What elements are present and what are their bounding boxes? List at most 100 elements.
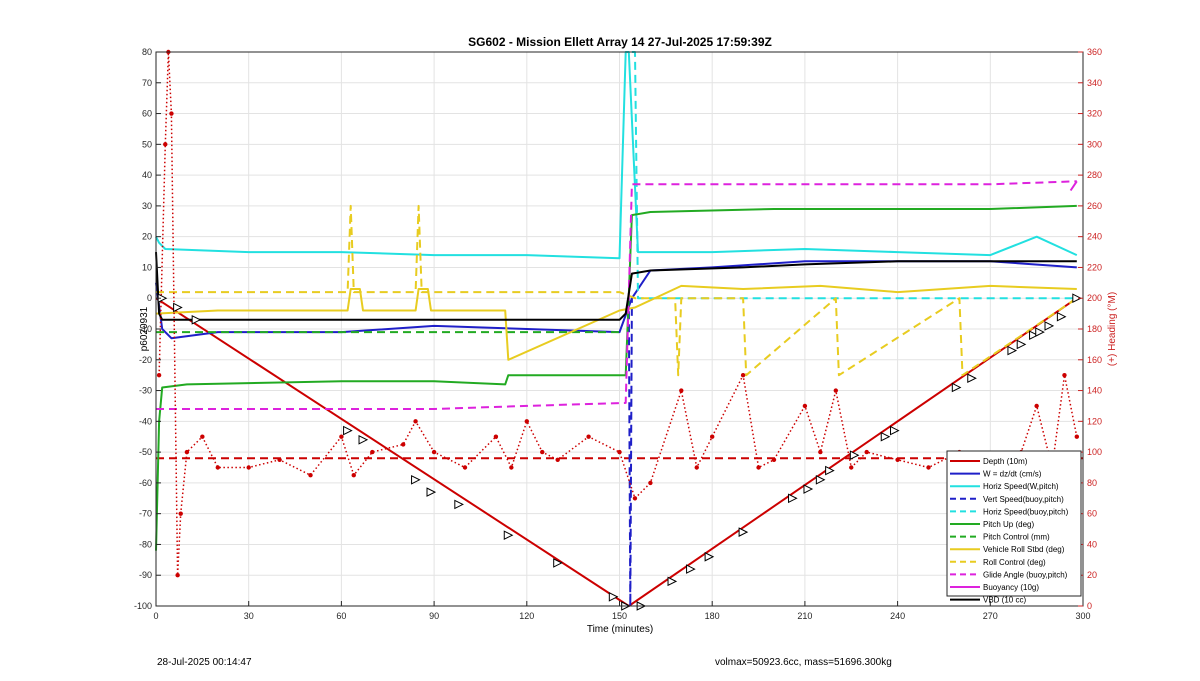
depth-marker [173,302,183,313]
y-tick-label: -20 [139,355,152,365]
depth-marker [1029,330,1039,340]
depth-marker [951,382,962,393]
y2-tick-label: 240 [1087,232,1102,242]
series-line-10 [1069,180,1078,192]
series-line-8 [156,204,1078,377]
x-tick-label: 90 [429,611,439,621]
x-axis-ticks: 0 30 60 90 120 150 180 210 240 270 300 [153,601,1091,621]
depth-marker [704,551,715,562]
depth-marker [738,527,749,537]
y2-tick-label: 140 [1087,386,1102,396]
heading-point [175,573,180,578]
y-tick-label: 10 [142,262,152,272]
heading-point [632,496,638,501]
y2-tick-label: 200 [1087,293,1102,303]
x-tick-label: 300 [1075,611,1090,621]
depth-marker [788,493,798,504]
y-tick-label: 50 [142,139,152,149]
x-tick-label: 120 [519,611,534,621]
depth-marker [880,431,891,442]
y-axis-ticks: -100-90-80-70-60-50-40-30-20-10010203040… [134,47,161,611]
depth-marker [1007,345,1018,356]
y2-tick-label: 260 [1087,201,1102,211]
x-tick-label: 30 [244,611,254,621]
depth-marker [608,591,619,602]
y2-tick-label: 320 [1087,109,1102,119]
depth-marker [1035,327,1045,337]
legend-label: Horiz Speed(buoy,pitch) [983,507,1069,516]
y2-tick-label: 120 [1087,416,1102,426]
y-axis-label: p6020931 [139,306,150,351]
series-line-1 [155,260,1077,340]
heading-point [370,449,375,455]
y-tick-label: -40 [139,416,152,426]
y2-tick-label: 20 [1087,570,1097,580]
data-series [155,49,1083,607]
heading-point [1062,372,1067,378]
depth-marker [191,314,202,325]
depth-marker [503,530,514,541]
legend-label: Depth (10m) [983,457,1028,466]
footer-stats: volmax=50923.6cc, mass=51696.300kg [715,657,892,668]
legend-label: Pitch Control (mm) [983,533,1050,542]
y-tick-label: -70 [139,509,152,519]
heading-point [184,449,190,455]
legend-label: Horiz Speed(W,pitch) [983,482,1059,491]
x-tick-label: 0 [153,611,158,621]
y2-tick-label: 220 [1087,262,1102,272]
depth-marker [890,425,900,436]
depth-marker [849,450,860,460]
heading-point [802,403,808,409]
depth-marker [411,475,421,485]
y-tick-label: 40 [142,170,152,180]
heading-series-line [158,51,1078,576]
heading-point [926,465,931,470]
depth-marker [686,564,696,574]
x-tick-label: 270 [983,611,998,621]
depth-marker [825,465,835,476]
y2-axis-ticks: 0 20 40 60 80 100 120 140 160 180 200 220 240 260 280 3… [1078,47,1102,611]
y2-tick-label: 180 [1087,324,1102,334]
heading-point [833,388,838,393]
x-tick-label: 240 [890,611,905,621]
depth-marker [803,484,814,494]
legend: Depth (10m) W = dz/dt (cm/s) Horiz Speed(W… [946,450,1082,605]
x-tick-label: 210 [797,611,812,621]
legend-label: Vert Speed(buoy,pitch) [983,495,1064,504]
depth-marker [1072,293,1082,304]
heading-point [462,465,468,470]
depth-marker [426,487,437,497]
depth-marker [343,425,353,436]
heading-point [163,142,168,147]
y2-tick-label: 100 [1087,447,1102,457]
y2-tick-label: 280 [1087,170,1102,180]
heading-point [756,465,761,470]
legend-label: Glide Angle (buoy,pitch) [983,570,1068,579]
heading-point [1074,434,1080,439]
depth-marker [553,558,563,568]
legend-label: Buoyancy (10g) [983,583,1039,592]
depth-marker [358,434,369,445]
heading-point [895,457,900,463]
x-tick-label: 180 [705,611,720,621]
depth-marker [967,373,977,384]
depth-marker [1044,321,1055,331]
legend-label: Vehicle Roll Stbd (deg) [983,545,1065,554]
y-tick-label: -60 [139,478,152,488]
y2-tick-label: 40 [1087,539,1097,549]
y2-tick-label: 0 [1087,601,1092,611]
y2-tick-label: 360 [1087,47,1102,57]
depth-marker [454,499,464,510]
heading-point [864,449,869,455]
y-tick-label: 20 [142,232,152,242]
legend-label: VBD (10 cc) [983,596,1026,605]
heading-point [679,388,684,393]
depth-marker [1056,311,1067,322]
x-axis-label: Time (minutes) [587,624,653,635]
y-tick-label: -30 [139,386,152,396]
y-tick-label: -80 [139,539,152,549]
x-tick-label: 150 [612,611,627,621]
y-tick-label: -100 [134,601,152,611]
series-line-3 [627,298,633,607]
y-tick-label: -10 [139,324,152,334]
